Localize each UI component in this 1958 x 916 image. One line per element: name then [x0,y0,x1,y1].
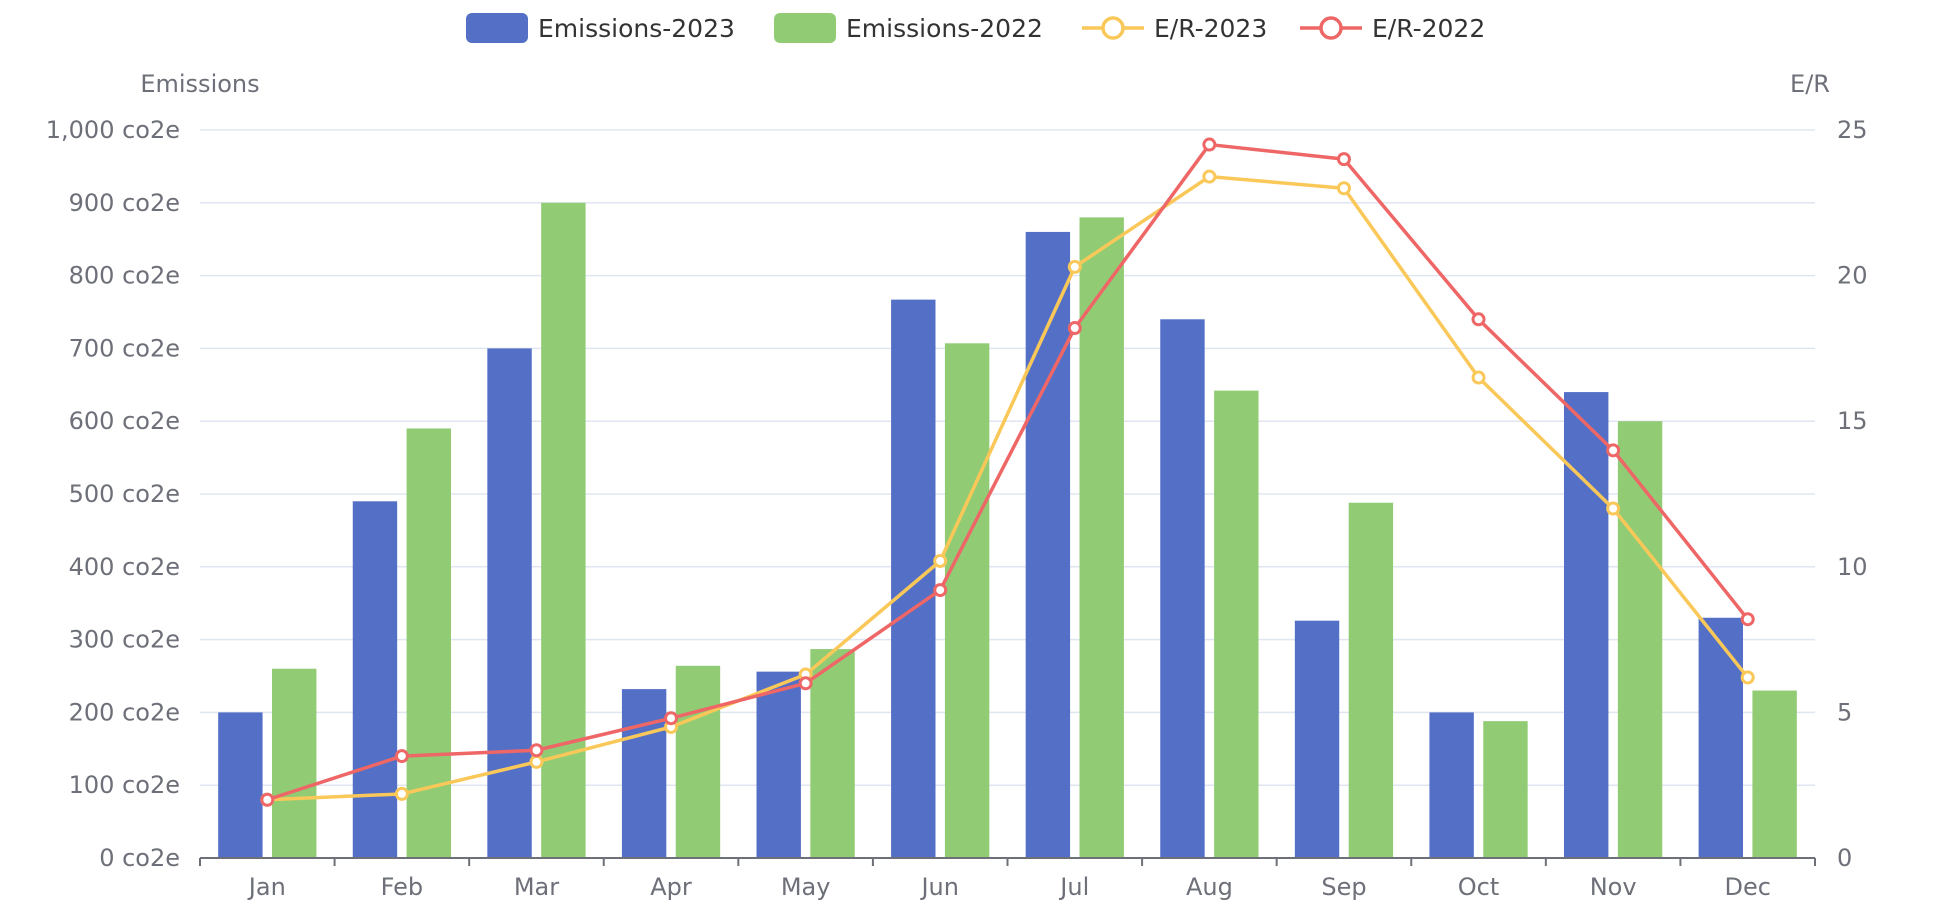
x-tick-label: Dec [1724,873,1770,901]
bar-emissions-2023 [1025,231,1071,859]
bar-emissions-2023 [891,299,936,858]
x-tick-label: May [781,873,831,901]
x-tick-label: Feb [381,873,424,901]
x-tick-label: Mar [514,873,559,901]
legend-swatch-marker [1319,16,1343,40]
bar-series [218,202,1797,859]
point-e/r-2022 [1740,612,1755,627]
bar-emissions-2023 [621,689,667,858]
y-right-tick-label: 0 [1837,844,1852,872]
y-right-tick-label: 5 [1837,698,1852,726]
grid-lines [200,129,1815,786]
x-tick-label: Jun [919,873,959,901]
y-left-tick-label: 600 co2e [69,407,180,435]
point-e/r-2022 [260,792,275,807]
point-e/r-2022 [664,711,679,726]
point-e/r-2022 [933,583,948,598]
bar-emissions-2023 [352,501,398,858]
point-e/r-2023 [1202,169,1217,184]
point-e/r-2022 [1336,152,1351,167]
line-series [260,137,1755,807]
y-right-tick-label: 15 [1837,407,1868,435]
x-tick-label: Jan [247,873,286,901]
bar-emissions-2022 [1752,690,1797,858]
y-axis-left-title: Emissions [140,70,259,98]
x-tick-label: Jul [1058,873,1089,901]
point-e/r-2023 [1740,670,1755,685]
y-left-tick-label: 800 co2e [69,262,180,290]
bar-emissions-2022 [272,668,317,858]
x-tick-label: Apr [650,873,692,901]
legend-item-e/r-2022[interactable]: E/R-2022 [1300,14,1485,43]
point-e/r-2022 [1202,137,1217,152]
point-e/r-2023 [1606,501,1621,516]
point-e/r-2023 [1336,181,1351,196]
bar-emissions-2023 [1698,617,1743,858]
y-left-tick-label: 0 co2e [99,844,180,872]
bar-emissions-2022 [1079,217,1124,859]
bar-emissions-2022 [1617,421,1663,858]
y-left-tick-label: 300 co2e [69,626,180,654]
bar-emissions-2023 [1294,620,1340,858]
point-e/r-2022 [798,676,813,691]
x-tick-label: Nov [1590,873,1637,901]
y-left-tick-label: 900 co2e [69,189,180,217]
y-left-tick-label: 1,000 co2e [46,116,180,144]
y-left-tick-label: 400 co2e [69,553,180,581]
bar-emissions-2022 [944,343,990,859]
bar-emissions-2023 [1160,319,1205,858]
bar-emissions-2023 [487,348,532,858]
y-left-tick-label: 100 co2e [69,771,180,799]
line-e/r-2023 [267,174,1750,802]
x-tick-label: Oct [1458,873,1500,901]
y-left-tick-label: 200 co2e [69,698,180,726]
bar-emissions-2022 [1348,502,1394,858]
y-right-tick-label: 20 [1837,262,1868,290]
y-right-tick-label: 25 [1837,116,1868,144]
y-left-tick-label: 700 co2e [69,334,180,362]
legend-label: E/R-2023 [1154,14,1267,43]
legend-item-emissions-2022[interactable]: Emissions-2022 [774,13,1043,43]
bar-emissions-2022 [1214,390,1259,858]
legend-label: Emissions-2022 [846,14,1043,43]
bar-emissions-2023 [1564,392,1609,858]
y-right-tick-label: 10 [1837,553,1868,581]
bar-emissions-2022 [675,665,721,858]
point-e/r-2023 [394,786,409,801]
bar-emissions-2023 [756,671,801,858]
y-left-tick-label: 500 co2e [69,480,180,508]
bar-emissions-2022 [406,428,451,858]
y-axis-right-title: E/R [1790,70,1830,98]
bar-emissions-2023 [1429,712,1474,858]
bar-emissions-2023 [218,712,263,858]
point-e/r-2022 [529,743,544,758]
point-e/r-2023 [529,754,544,769]
point-e/r-2023 [1067,259,1082,274]
point-e/r-2022 [1067,321,1082,336]
line-e/r-2022 [266,142,1750,802]
x-tick-label: Aug [1186,873,1233,901]
point-e/r-2022 [1471,312,1486,327]
legend-item-e/r-2023[interactable]: E/R-2023 [1082,14,1267,43]
point-e/r-2023 [933,553,948,568]
point-e/r-2022 [1606,443,1621,458]
legend[interactable]: Emissions-2023 Emissions-2022 E/R-2023 E/R-… [466,13,1485,43]
point-e/r-2023 [1471,370,1486,385]
legend-item-emissions-2023[interactable]: Emissions-2023 [466,13,735,43]
legend-label: E/R-2022 [1372,14,1485,43]
x-tick-label: Sep [1321,873,1366,901]
legend-swatch-marker [1101,16,1125,40]
bar-emissions-2022 [1483,721,1528,858]
legend-label: Emissions-2023 [538,14,735,43]
legend-swatch [466,13,528,43]
legend-swatch [774,13,836,43]
bar-emissions-2022 [810,649,855,858]
point-e/r-2022 [394,749,409,764]
